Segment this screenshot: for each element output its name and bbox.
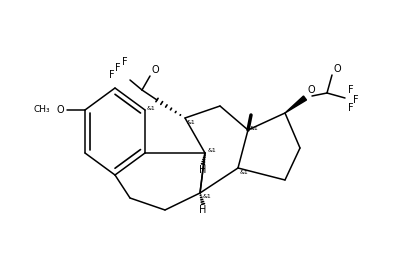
Text: F: F: [353, 95, 359, 105]
Text: F: F: [122, 57, 128, 67]
Text: O: O: [333, 64, 341, 74]
Text: F: F: [348, 103, 354, 113]
Text: F: F: [109, 70, 115, 80]
Text: &1: &1: [208, 148, 217, 152]
Text: &1: &1: [187, 120, 196, 125]
Text: O: O: [308, 85, 316, 95]
Polygon shape: [285, 96, 306, 113]
Text: F: F: [348, 85, 354, 95]
Text: F: F: [115, 63, 121, 73]
Text: H: H: [200, 205, 207, 215]
Text: &1: &1: [203, 194, 212, 198]
Text: &1: &1: [147, 106, 156, 110]
Text: H: H: [200, 165, 207, 175]
Text: &1: &1: [250, 125, 259, 131]
Text: O: O: [56, 105, 64, 115]
Text: CH₃: CH₃: [34, 106, 50, 115]
Text: O: O: [151, 65, 159, 75]
Text: &1: &1: [240, 171, 249, 175]
